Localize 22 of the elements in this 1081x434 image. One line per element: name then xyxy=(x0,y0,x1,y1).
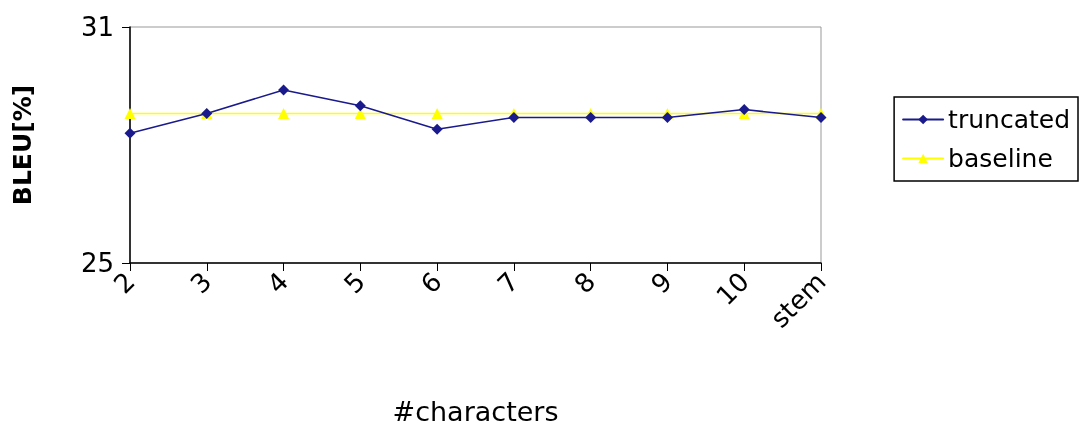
x-tick-label: 10 xyxy=(710,266,755,311)
x-tick-label: 6 xyxy=(414,266,448,300)
x-tick-label: 4 xyxy=(261,266,295,300)
y-axis-title: BLEU[%] xyxy=(8,84,37,206)
point xyxy=(738,104,750,116)
y-tick-label: 31 xyxy=(80,12,114,42)
x-tick-label: 9 xyxy=(645,266,679,300)
legend-label: truncated xyxy=(948,105,1070,134)
x-tick-label: 8 xyxy=(568,266,602,300)
point xyxy=(278,108,290,120)
x-axis-title: #characters xyxy=(392,396,559,427)
legend-label: baseline xyxy=(948,144,1053,173)
y-tick-label: 25 xyxy=(80,248,114,278)
point xyxy=(354,100,366,112)
point xyxy=(431,123,443,135)
point xyxy=(124,108,136,120)
point xyxy=(278,84,290,96)
x-tick-label: 3 xyxy=(184,266,218,300)
point xyxy=(124,127,136,139)
x-tick-label: 5 xyxy=(338,266,371,300)
x-tick-label: 7 xyxy=(491,266,525,300)
point xyxy=(431,108,443,120)
